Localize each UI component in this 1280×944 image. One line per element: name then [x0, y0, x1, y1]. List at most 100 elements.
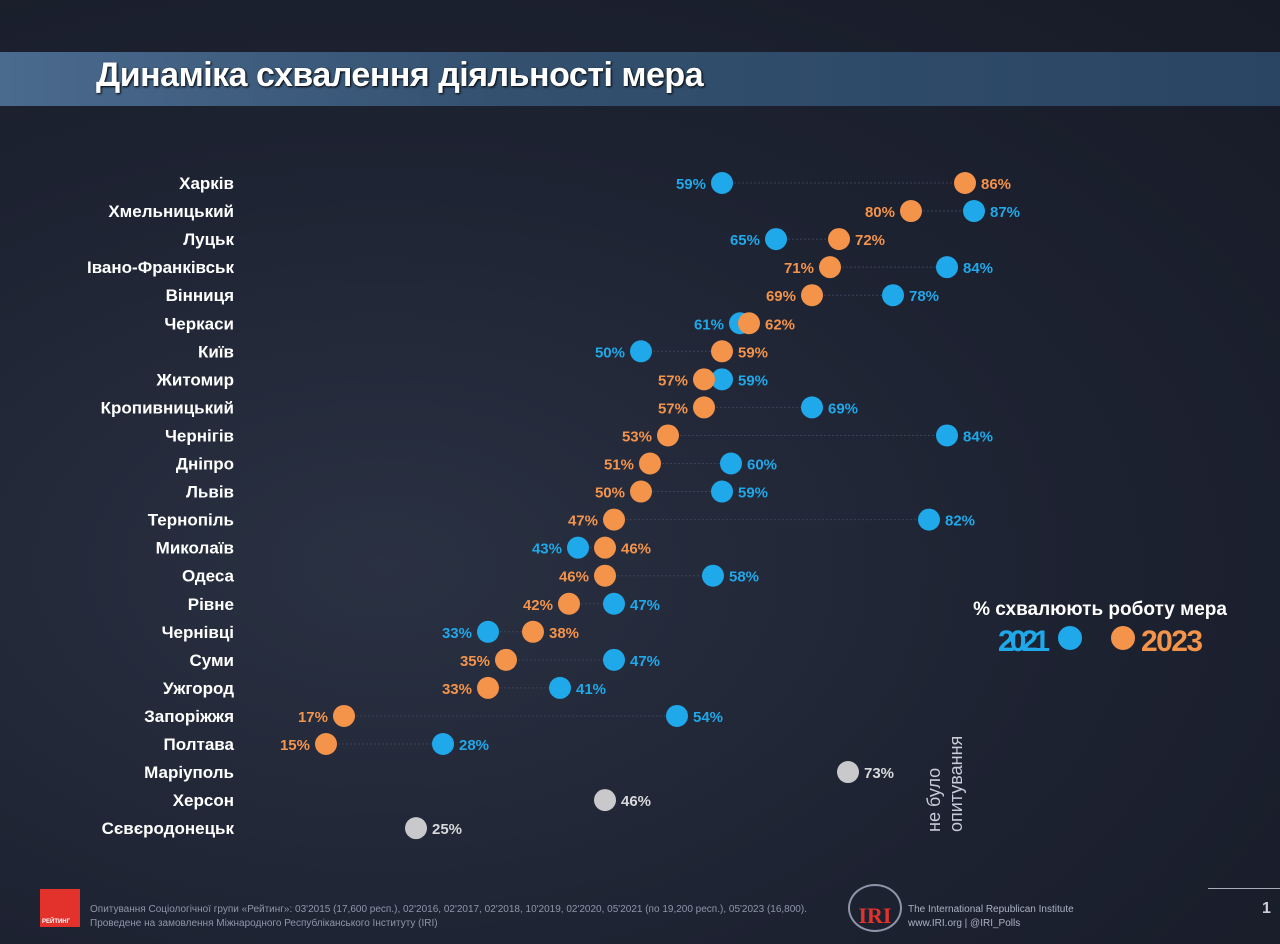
- data-label-2023: 71%: [784, 260, 814, 277]
- city-label: Суми: [189, 651, 234, 670]
- data-label-no-survey: 25%: [432, 821, 462, 838]
- data-label-2021: 65%: [730, 232, 760, 249]
- dot-2023: [495, 648, 517, 671]
- data-label-2023: 62%: [765, 316, 795, 333]
- city-label: Харків: [179, 174, 234, 193]
- data-label-2021: 60%: [747, 457, 777, 474]
- city-label: Кропивницький: [101, 398, 234, 417]
- data-label-2023: 17%: [298, 709, 328, 726]
- iri-logo: IRI: [848, 884, 902, 932]
- data-label-2021: 84%: [963, 260, 993, 277]
- data-label-2023: 35%: [460, 653, 490, 670]
- iri-links[interactable]: www.IRI.org | @IRI_Polls: [908, 918, 1021, 929]
- data-label-2021: 78%: [909, 288, 939, 305]
- source-line-1: Опитування Соціологічної групи «Рейтинг»…: [90, 904, 807, 915]
- iri-info: The International Republican Institute w…: [908, 903, 1074, 931]
- legend-dot-2023: [1111, 626, 1135, 650]
- no-survey-annotation: не було опитування: [924, 736, 966, 832]
- data-label-2021: 33%: [442, 625, 472, 642]
- data-label-2021: 28%: [459, 737, 489, 754]
- city-label: Дніпро: [176, 455, 234, 474]
- dot-2021: [918, 508, 940, 531]
- source-note: Опитування Соціологічної групи «Рейтинг»…: [90, 903, 807, 931]
- dot-2021: [936, 424, 958, 447]
- data-label-2021: 43%: [532, 541, 562, 558]
- dot-2023: [711, 340, 733, 363]
- source-line-2: Проведене на замовлення Міжнародного Рес…: [90, 918, 438, 929]
- dot-2023: [558, 592, 580, 615]
- city-label: Херсон: [173, 791, 234, 810]
- city-label: Миколаїв: [156, 539, 234, 558]
- data-label-2023: 47%: [568, 513, 598, 530]
- iri-name: The International Republican Institute: [908, 904, 1074, 915]
- page-divider: [1208, 888, 1280, 889]
- dot-2023: [639, 452, 661, 475]
- data-label-2021: 82%: [945, 513, 975, 530]
- page-title: Динаміка схвалення діяльності мера: [96, 56, 704, 94]
- data-label-2021: 41%: [576, 681, 606, 698]
- data-label-2021: 59%: [738, 485, 768, 502]
- reyting-logo-text: РЕЙТИНГ: [42, 919, 71, 925]
- legend-label-2021: 2021: [998, 625, 1050, 658]
- data-label-no-survey: 46%: [621, 793, 651, 810]
- dot-2023: [819, 256, 841, 279]
- data-label-2023: 15%: [280, 737, 310, 754]
- data-label-2023: 57%: [658, 400, 688, 417]
- city-label: Чернігів: [165, 426, 234, 445]
- city-label: Черкаси: [164, 314, 234, 333]
- data-label-2023: 51%: [604, 457, 634, 474]
- dot-no-survey: [837, 761, 859, 784]
- dot-2021: [666, 704, 688, 727]
- legend-dot-2021: [1058, 626, 1082, 650]
- data-label-2021: 87%: [990, 204, 1020, 221]
- page-number: 1: [1262, 900, 1271, 917]
- data-label-2023: 38%: [549, 625, 579, 642]
- data-label-no-survey: 73%: [864, 765, 894, 782]
- data-label-2023: 80%: [865, 204, 895, 221]
- dot-2021: [432, 733, 454, 755]
- dot-2023: [693, 396, 715, 419]
- data-label-2021: 61%: [694, 316, 724, 333]
- dot-2021: [567, 536, 589, 559]
- data-label-2023: 46%: [559, 569, 589, 586]
- city-label: Львів: [186, 483, 234, 502]
- dot-2021: [603, 648, 625, 671]
- city-label: Київ: [198, 342, 234, 361]
- dot-2021: [549, 676, 571, 699]
- dot-2023: [693, 368, 715, 391]
- city-label: Ужгород: [163, 679, 234, 698]
- data-label-2023: 72%: [855, 232, 885, 249]
- data-label-2023: 50%: [595, 485, 625, 502]
- data-label-2023: 69%: [766, 288, 796, 305]
- title-banner: [0, 52, 1280, 106]
- data-label-2023: 53%: [622, 428, 652, 445]
- city-label: Одеса: [182, 567, 234, 586]
- dot-2021: [702, 564, 724, 587]
- dot-2023: [801, 284, 823, 307]
- dot-2021: [936, 256, 958, 279]
- data-label-2023: 33%: [442, 681, 472, 698]
- data-label-2023: 59%: [738, 344, 768, 361]
- data-label-2021: 69%: [828, 400, 858, 417]
- data-label-2021: 84%: [963, 428, 993, 445]
- dot-2021: [603, 592, 625, 615]
- city-label: Тернопіль: [148, 511, 234, 530]
- data-label-2023: 46%: [621, 541, 651, 558]
- dot-2021: [711, 172, 733, 194]
- dot-2023: [630, 480, 652, 503]
- dot-2023: [900, 200, 922, 223]
- city-label: Хмельницький: [108, 202, 234, 221]
- data-label-2021: 59%: [676, 176, 706, 193]
- dot-2021: [963, 200, 985, 223]
- dot-2023: [522, 620, 544, 643]
- data-label-2021: 47%: [630, 653, 660, 670]
- dot-2021: [882, 284, 904, 307]
- legend-label-2023: 2023: [1141, 625, 1203, 658]
- city-label: Чернівці: [162, 623, 234, 642]
- dot-2023: [594, 536, 616, 559]
- dot-no-survey: [594, 789, 616, 812]
- data-label-2021: 58%: [729, 569, 759, 586]
- dot-2021: [765, 228, 787, 251]
- dot-2021: [630, 340, 652, 363]
